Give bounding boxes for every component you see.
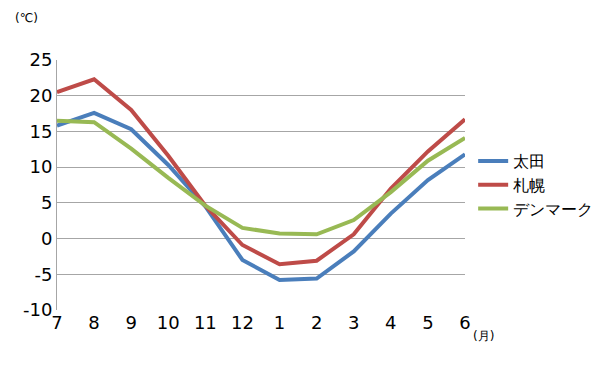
svg-text:25: 25 bbox=[29, 49, 52, 70]
svg-text:8: 8 bbox=[88, 312, 99, 333]
svg-text:(℃): (℃) bbox=[15, 11, 38, 25]
svg-text:デンマーク: デンマーク bbox=[513, 200, 593, 219]
svg-text:7: 7 bbox=[51, 312, 62, 333]
svg-text:11: 11 bbox=[194, 312, 217, 333]
svg-text:0: 0 bbox=[41, 228, 52, 249]
svg-text:6: 6 bbox=[459, 312, 470, 333]
svg-text:12: 12 bbox=[231, 312, 254, 333]
svg-text:太田: 太田 bbox=[513, 152, 545, 171]
svg-text:4: 4 bbox=[385, 312, 396, 333]
svg-text:2: 2 bbox=[311, 312, 322, 333]
svg-text:札幌: 札幌 bbox=[513, 176, 545, 195]
svg-text:5: 5 bbox=[422, 312, 433, 333]
svg-text:20: 20 bbox=[29, 85, 52, 106]
svg-text:9: 9 bbox=[125, 312, 136, 333]
svg-text:10: 10 bbox=[157, 312, 180, 333]
svg-text:5: 5 bbox=[41, 192, 52, 213]
svg-text:15: 15 bbox=[29, 121, 52, 142]
svg-text:-10: -10 bbox=[23, 299, 52, 320]
svg-text:1: 1 bbox=[274, 312, 285, 333]
svg-text:10: 10 bbox=[29, 156, 52, 177]
svg-text:3: 3 bbox=[348, 312, 359, 333]
svg-text:-5: -5 bbox=[34, 264, 52, 285]
svg-text:(月): (月) bbox=[473, 329, 494, 343]
